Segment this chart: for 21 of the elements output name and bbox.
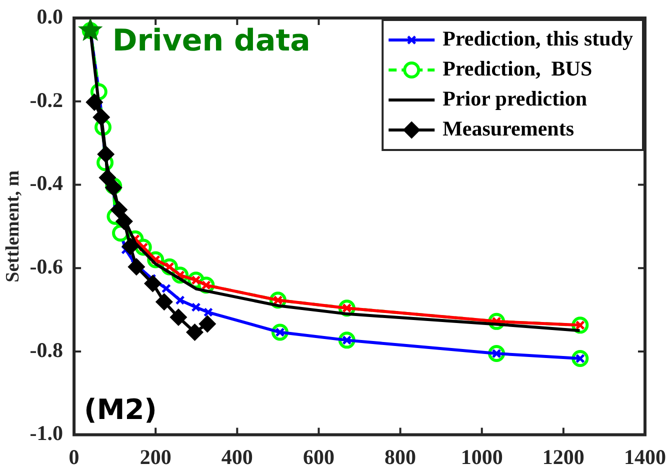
- x-tick-label: 0: [68, 444, 80, 469]
- y-tick-label: -0.6: [30, 254, 64, 278]
- y-axis-title: Settlement, m: [2, 170, 24, 282]
- x-tick-label: 400: [221, 444, 253, 469]
- legend-label: Prediction, this study: [442, 26, 634, 50]
- legend-label: Measurements: [442, 116, 574, 140]
- legend-label: Prediction, BUS: [442, 56, 592, 80]
- x-tick-label: 1000: [460, 444, 503, 469]
- x-tick-label: 600: [302, 444, 334, 469]
- x-tick-label: 1400: [624, 444, 666, 469]
- annotation: Driven data: [112, 23, 310, 58]
- y-tick-label: -1.0: [30, 421, 64, 446]
- x-tick-label: 800: [384, 444, 416, 469]
- y-tick-label: -0.2: [30, 88, 64, 112]
- y-tick-label: -0.8: [30, 338, 64, 362]
- y-tick-label: -0.4: [30, 171, 64, 196]
- annotation: (M2): [84, 392, 157, 426]
- x-tick-label: 200: [140, 444, 172, 469]
- y-tick-label: 0.0: [36, 4, 64, 28]
- legend-label: Prior prediction: [442, 86, 588, 110]
- x-tick-label: 1200: [542, 444, 584, 469]
